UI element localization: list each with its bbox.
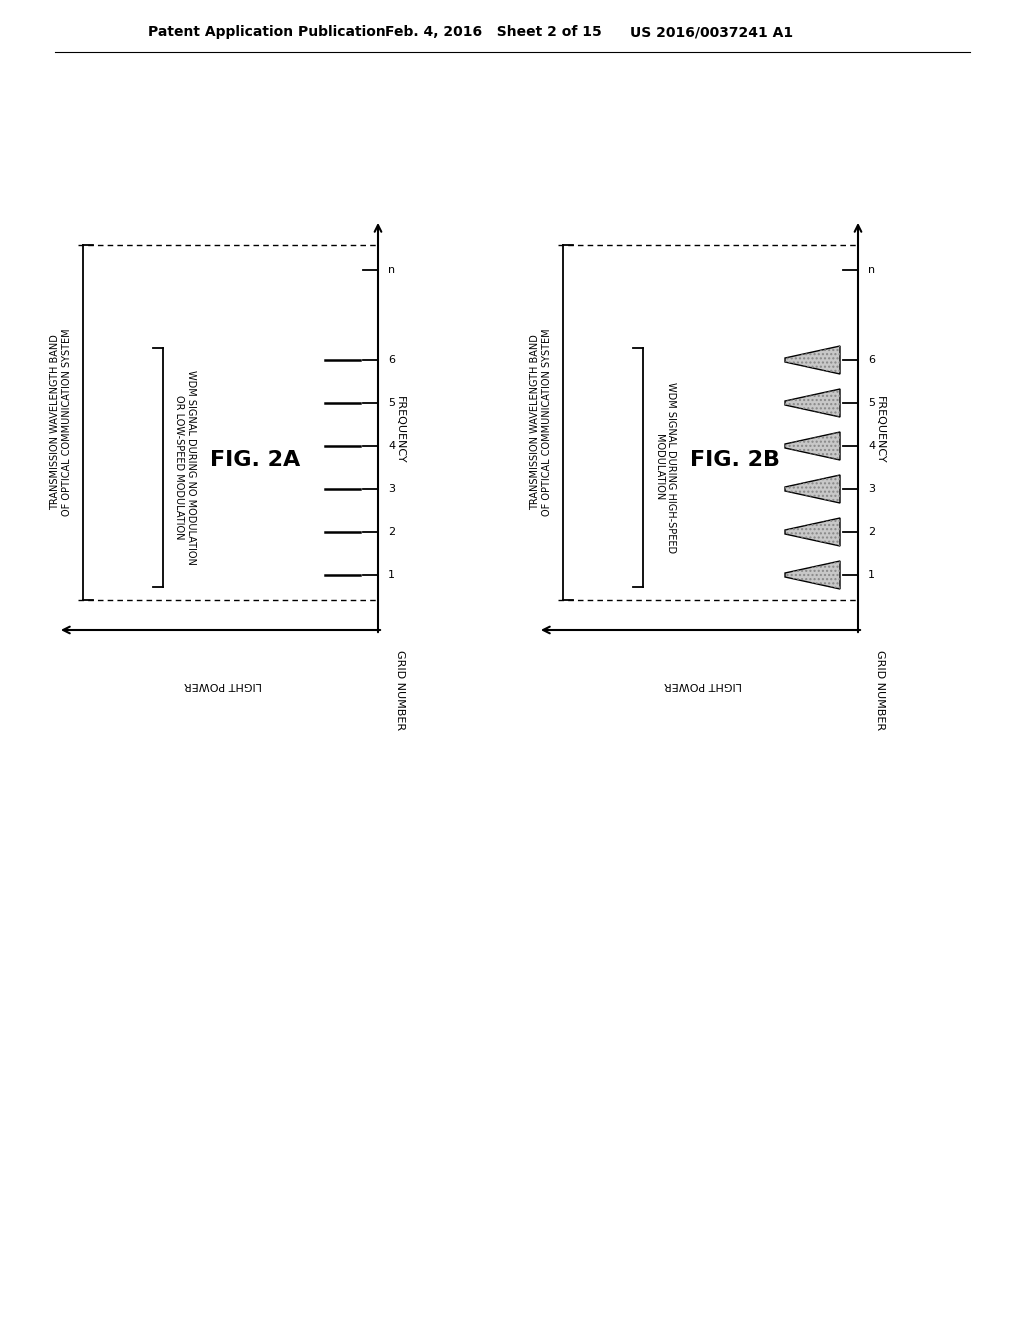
Text: 5: 5 xyxy=(868,399,874,408)
Text: Feb. 4, 2016   Sheet 2 of 15: Feb. 4, 2016 Sheet 2 of 15 xyxy=(385,25,602,40)
Polygon shape xyxy=(785,561,840,589)
Polygon shape xyxy=(785,389,840,417)
Text: WDM SIGNAL DURING HIGH-SPEED
MODULATION: WDM SIGNAL DURING HIGH-SPEED MODULATION xyxy=(654,381,676,553)
Text: LIGHT POWER: LIGHT POWER xyxy=(184,680,262,690)
Text: US 2016/0037241 A1: US 2016/0037241 A1 xyxy=(630,25,794,40)
Text: 6: 6 xyxy=(868,355,874,366)
Text: 6: 6 xyxy=(388,355,395,366)
Text: 5: 5 xyxy=(388,399,395,408)
Polygon shape xyxy=(785,346,840,374)
Text: FIG. 2B: FIG. 2B xyxy=(690,450,780,470)
Text: 3: 3 xyxy=(868,484,874,494)
Text: 4: 4 xyxy=(868,441,876,451)
Text: FREQUENCY: FREQUENCY xyxy=(874,396,885,463)
Text: TRANSMISSION WAVELENGTH BAND
OF OPTICAL COMMUNICATION SYSTEM: TRANSMISSION WAVELENGTH BAND OF OPTICAL … xyxy=(530,329,552,516)
Polygon shape xyxy=(785,475,840,503)
Text: 4: 4 xyxy=(388,441,395,451)
Text: 3: 3 xyxy=(388,484,395,494)
Text: n: n xyxy=(388,265,395,275)
Text: LIGHT POWER: LIGHT POWER xyxy=(664,680,742,690)
Text: TRANSMISSION WAVELENGTH BAND
OF OPTICAL COMMUNICATION SYSTEM: TRANSMISSION WAVELENGTH BAND OF OPTICAL … xyxy=(50,329,72,516)
Text: 2: 2 xyxy=(388,527,395,537)
Text: Patent Application Publication: Patent Application Publication xyxy=(148,25,386,40)
Text: GRID NUMBER: GRID NUMBER xyxy=(874,649,885,730)
Text: WDM SIGNAL DURING NO MODULATION
OR LOW-SPEED MODULATION: WDM SIGNAL DURING NO MODULATION OR LOW-S… xyxy=(174,370,196,565)
Text: FREQUENCY: FREQUENCY xyxy=(395,396,406,463)
Text: n: n xyxy=(868,265,876,275)
Polygon shape xyxy=(785,432,840,459)
Text: 1: 1 xyxy=(868,570,874,579)
Polygon shape xyxy=(785,517,840,546)
Text: 1: 1 xyxy=(388,570,395,579)
Text: FIG. 2A: FIG. 2A xyxy=(210,450,300,470)
Text: 2: 2 xyxy=(868,527,876,537)
Text: GRID NUMBER: GRID NUMBER xyxy=(395,649,406,730)
